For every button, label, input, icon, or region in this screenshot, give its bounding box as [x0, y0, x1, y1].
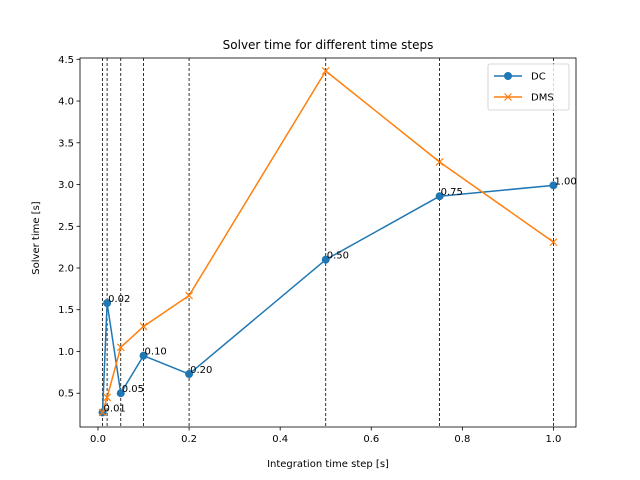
- x-tick-label: 0.8: [454, 434, 470, 445]
- point-annotation: 0.10: [145, 347, 167, 358]
- data-point-dc: [549, 181, 558, 190]
- legend-label: DMS: [531, 93, 554, 104]
- data-point-dms: [103, 393, 112, 402]
- data-point-dc: [435, 192, 444, 201]
- y-tick-label: 4.0: [58, 97, 74, 108]
- point-annotation: 0.50: [327, 251, 349, 262]
- data-point-dms: [139, 322, 148, 331]
- x-tick-label: 0.4: [272, 434, 288, 445]
- data-point-dc: [321, 255, 330, 264]
- x-axis-label: Integration time step [s]: [267, 459, 389, 470]
- chart-title: Solver time for different time steps: [223, 38, 434, 52]
- y-tick-label: 2.0: [58, 264, 74, 275]
- y-tick-label: 3.5: [58, 138, 74, 149]
- axes-frame: [79, 57, 577, 428]
- y-tick-label: 2.5: [58, 222, 74, 233]
- x-tick-label: 0.0: [90, 434, 106, 445]
- data-point-dc: [139, 351, 148, 360]
- legend: DC DMS: [487, 63, 570, 111]
- y-axis-label: Solver time [s]: [31, 201, 42, 274]
- y-tick-label: 4.5: [58, 55, 74, 66]
- y-tick-label: 3.0: [58, 180, 74, 191]
- point-annotation: 0.75: [441, 187, 463, 198]
- y-tick-label: 1.0: [58, 347, 74, 358]
- legend-marker-dms: [504, 93, 512, 101]
- legend-label: DC: [531, 72, 546, 83]
- data-point-dms: [185, 291, 194, 300]
- series-line-dms: [101, 70, 554, 413]
- x-tick-label: 1.0: [546, 434, 562, 445]
- data-point-dms: [116, 343, 125, 352]
- y-tick-label: 0.5: [58, 389, 74, 400]
- point-annotation: 1.00: [554, 176, 576, 187]
- point-annotation: 0.05: [122, 384, 144, 395]
- x-tick-label: 0.2: [181, 434, 197, 445]
- legend-box: [487, 63, 570, 111]
- data-point-dms: [98, 408, 107, 417]
- data-point-dms: [321, 67, 330, 75]
- y-tick-label: 1.5: [58, 305, 74, 316]
- x-tick-label: 0.6: [363, 434, 379, 445]
- plot-area: 0.01 0.02 0.05 0.10 0.20 0.50 0.75 1.00 0.0 0.2 0.…: [58, 55, 577, 445]
- legend-marker-dc: [504, 72, 512, 80]
- point-annotation: 0.01: [104, 403, 126, 414]
- data-point-dms: [435, 158, 444, 166]
- data-point-dc: [185, 370, 194, 379]
- point-annotation: 0.02: [108, 294, 130, 305]
- point-annotation: 0.20: [190, 365, 212, 376]
- series-line-dc: [101, 184, 554, 413]
- data-point-dc: [103, 299, 112, 308]
- data-point-dms: [549, 238, 558, 247]
- data-point-dc: [116, 389, 125, 398]
